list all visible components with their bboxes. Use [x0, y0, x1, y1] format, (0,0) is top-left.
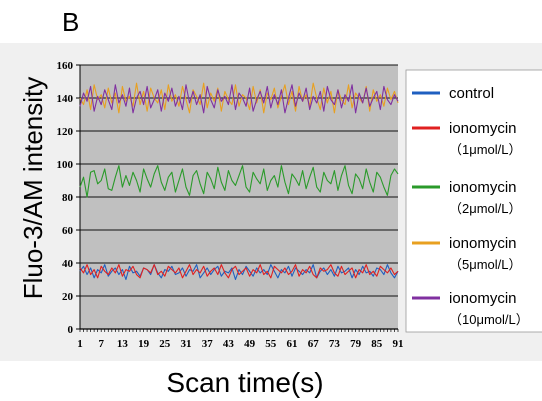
y-tick-label: 60: [62, 225, 74, 237]
y-tick-label: 80: [62, 192, 74, 204]
y-axis: 0 20 40 60 80 100 120 140 160: [57, 60, 81, 336]
series-group: [79, 82, 399, 281]
series-line-5: [79, 84, 399, 114]
legend-sublabel-3: （2μmol/L）: [449, 201, 522, 216]
x-tick-label: 55: [265, 338, 277, 350]
series-line-3: [79, 165, 399, 198]
series-line-1: [79, 264, 399, 281]
legend-sublabel-4: （5μmol/L）: [449, 257, 522, 272]
y-tick-label: 40: [62, 258, 74, 270]
x-tick-label: 31: [181, 338, 192, 350]
legend-box: [405, 69, 542, 333]
x-tick-label: 19: [138, 338, 150, 350]
legend-label-1: control: [449, 85, 494, 102]
x-tick-label: 91: [393, 338, 404, 350]
y-tick-label: 100: [57, 159, 74, 171]
x-tick-label: 7: [98, 338, 104, 350]
x-axis: 1 7 13 19 25 31 37 43 49 55 61 67 73 79 85 91: [77, 328, 404, 350]
legend: control ionomycin （1μmol/L） ionomycin （2μmol…: [405, 69, 542, 333]
x-tick-label: 1: [77, 338, 83, 350]
x-axis-label: Scan time(s): [166, 367, 323, 398]
x-tick-label: 79: [350, 338, 362, 350]
gridlines: [80, 64, 398, 297]
legend-sublabel-5: （10μmol/L）: [449, 312, 529, 327]
legend-label-5: ionomycin: [449, 290, 517, 307]
y-tick-label: 160: [57, 60, 74, 72]
legend-label-2: ionomycin: [449, 120, 517, 137]
y-tick-label: 20: [62, 291, 74, 303]
series-line-2: [79, 264, 399, 279]
x-tick-label: 85: [371, 338, 383, 350]
legend-label-3: ionomycin: [449, 179, 517, 196]
panel-label: B: [62, 7, 79, 37]
legend-sublabel-2: （1μmol/L）: [449, 142, 522, 157]
legend-label-4: ionomycin: [449, 235, 517, 252]
x-tick-label: 25: [159, 338, 171, 350]
x-tick-label: 61: [287, 338, 298, 350]
y-tick-label: 120: [57, 126, 74, 138]
y-tick-label: 0: [68, 324, 74, 336]
x-tick-label: 49: [244, 338, 256, 350]
y-axis-label: Fluo-3/AM intensity: [18, 77, 48, 300]
x-tick-label: 67: [308, 338, 320, 350]
x-tick-label: 37: [202, 338, 214, 350]
x-tick-label: 43: [223, 338, 235, 350]
x-tick-label: 13: [117, 338, 129, 350]
y-tick-label: 140: [57, 93, 74, 105]
x-tick-label: 73: [329, 338, 341, 350]
series-line-4: [79, 82, 399, 114]
